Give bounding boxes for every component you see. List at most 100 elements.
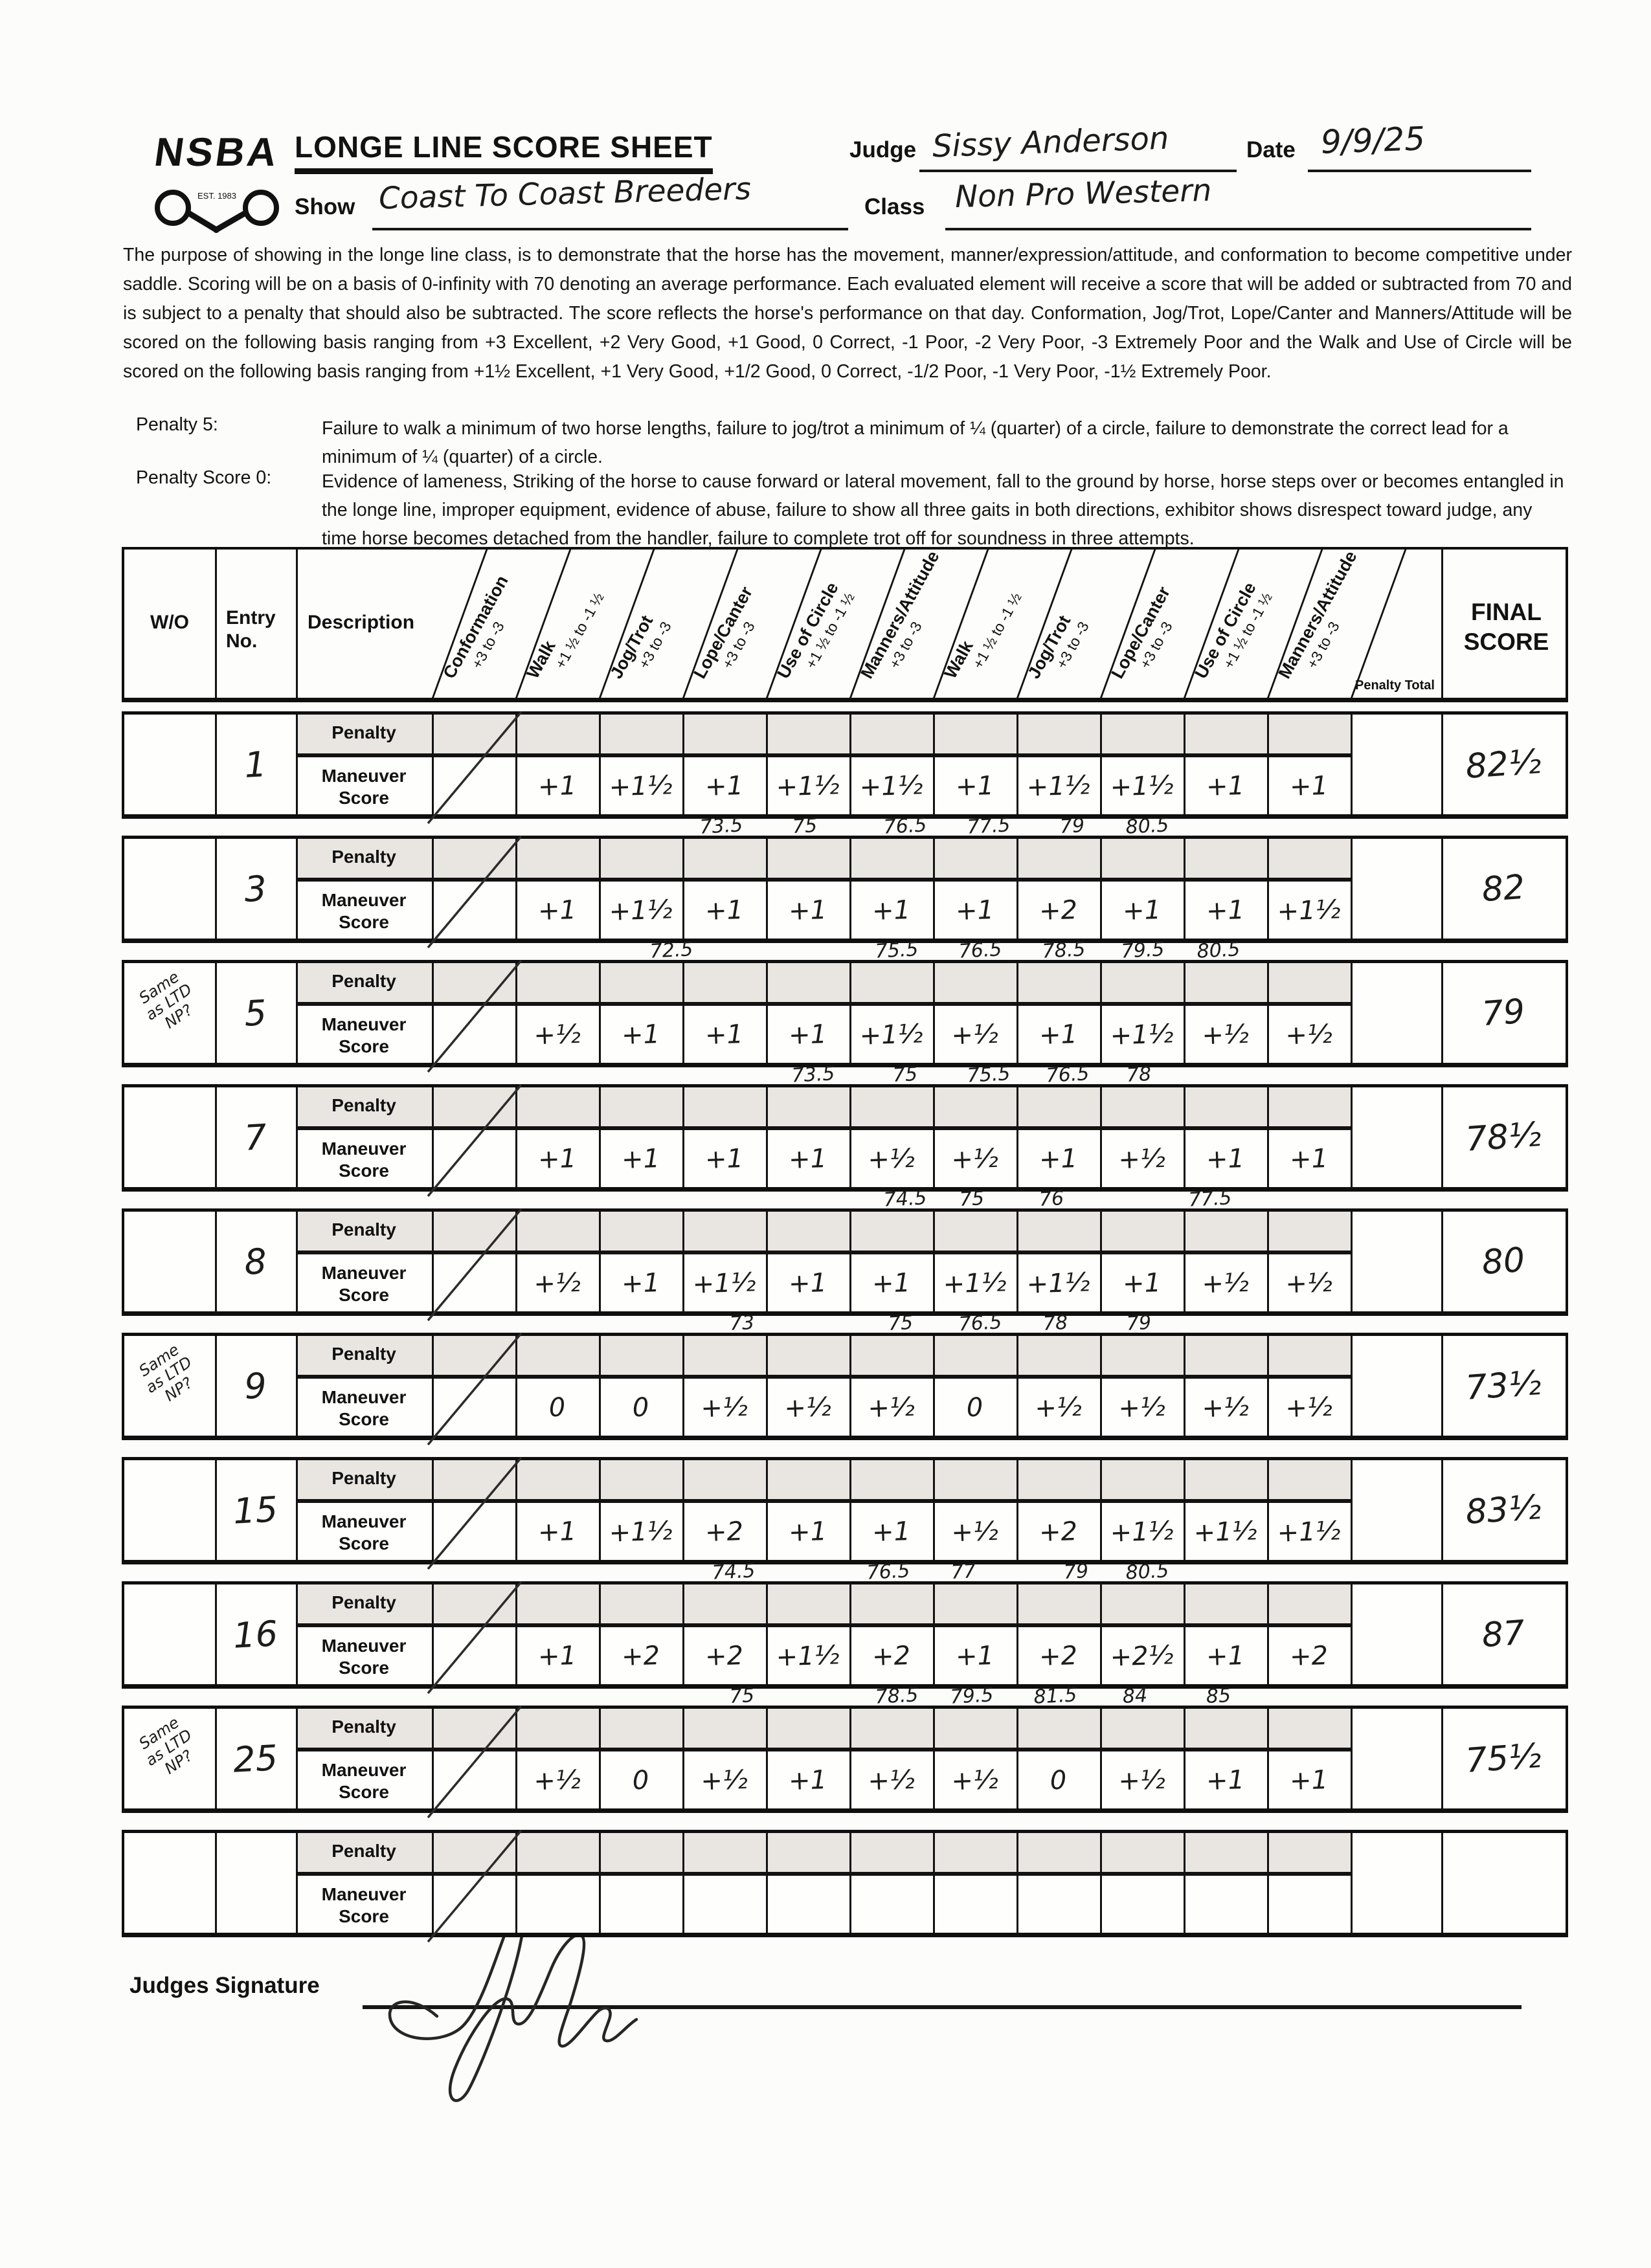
entry-number: 15 xyxy=(232,1488,279,1532)
maneuver-score-cell: +1½ xyxy=(691,1267,757,1300)
maneuver-score-cell: +½ xyxy=(1285,1019,1333,1051)
maneuver-score-cell: +1 xyxy=(1122,1267,1162,1300)
maneuver-score-cell: +½ xyxy=(867,1392,915,1424)
running-total: 80.5 xyxy=(1125,1559,1170,1584)
maneuver-score-cell: +1 xyxy=(1289,1143,1329,1175)
grid-line xyxy=(432,1833,434,1933)
conformation-slash xyxy=(427,1705,522,1819)
grid-line xyxy=(296,1336,298,1436)
maneuver-score-cell: +1½ xyxy=(1109,1019,1174,1051)
maneuver-score-cell: 0 xyxy=(548,1392,567,1423)
running-total: 84 xyxy=(1122,1684,1148,1708)
running-total: 79 xyxy=(1126,1311,1152,1335)
grid-line xyxy=(1267,1584,1269,1684)
grid-line xyxy=(599,1336,601,1436)
running-total: 80.5 xyxy=(1125,814,1170,839)
grid-line xyxy=(215,550,217,698)
grid-line xyxy=(1100,715,1102,814)
entry-number: 9 xyxy=(243,1364,268,1407)
grid-line xyxy=(296,1460,298,1560)
conformation-slash xyxy=(427,1456,522,1570)
maneuver-score-cell: +1 xyxy=(1039,1019,1078,1051)
column-header: Use of Circle +1 ½ to -1 ½ xyxy=(774,579,860,691)
penalty-total-cell xyxy=(1351,1087,1441,1187)
running-total: 74.5 xyxy=(882,1186,928,1212)
judge-value: Sissy Anderson xyxy=(932,120,1170,165)
penalty-divider-line xyxy=(296,1748,1351,1751)
maneuver-score-cell: +1 xyxy=(788,895,827,927)
grid-line xyxy=(1184,1833,1185,1933)
column-header: Walk +1 ½ to -1 ½ xyxy=(941,580,1026,691)
grid-line xyxy=(1100,1212,1102,1311)
judge-label: Judge xyxy=(849,137,917,162)
final-score-value: 80 xyxy=(1480,1240,1527,1283)
maneuver-score-cell: +½ xyxy=(1118,1143,1166,1175)
running-total: 72.5 xyxy=(649,938,694,963)
maneuver-score-cell: +1½ xyxy=(1276,1516,1342,1548)
grid-line xyxy=(432,1087,434,1187)
nsba-logo-text: NSBA xyxy=(152,130,282,175)
maneuver-score-cell: +1 xyxy=(1206,1640,1245,1673)
penalty-divider-line xyxy=(296,1375,1351,1379)
maneuver-score-cell: +1 xyxy=(621,1143,660,1175)
maneuver-score-cell: +1 xyxy=(788,1267,827,1300)
grid-line xyxy=(849,1212,851,1311)
maneuver-score-cell: +1 xyxy=(537,1516,577,1548)
penalty-divider-line xyxy=(296,1002,1351,1006)
running-total: 76 xyxy=(1039,1187,1064,1211)
entry-block: Penalty Maneuver Score 15 +1 +1½ +2 +1 +1 +½ +2 +1… xyxy=(122,1456,1568,1570)
grid-line xyxy=(432,839,434,939)
grid-line xyxy=(215,1087,217,1187)
grid-line xyxy=(933,839,935,939)
grid-line xyxy=(515,963,517,1063)
grid-line xyxy=(1441,1087,1443,1187)
running-total: 75 xyxy=(892,1063,918,1087)
judges-signature-label: Judges Signature xyxy=(129,1973,320,1998)
grid-line xyxy=(1441,1336,1443,1436)
grid-line xyxy=(1100,1709,1102,1808)
grid-line xyxy=(515,715,517,814)
maneuver-score-cell xyxy=(598,1874,683,1935)
maneuver-score-cell: +2 xyxy=(1039,1640,1078,1673)
penalty-divider-line xyxy=(296,753,1351,757)
running-total: 73.5 xyxy=(791,1062,836,1087)
maneuver-score-cell: 0 xyxy=(1049,1765,1068,1796)
maneuver-score-cell xyxy=(514,1874,600,1935)
grid-line xyxy=(296,963,298,1063)
margin-note: Same as LTD NP? xyxy=(135,1713,196,1778)
grid-line xyxy=(1184,1212,1185,1311)
running-total: 77.5 xyxy=(966,814,1011,839)
maneuver-score-cell: +1 xyxy=(704,895,744,927)
grid-line xyxy=(849,1087,851,1187)
grid-line xyxy=(1351,1833,1353,1933)
grid-line xyxy=(1351,1087,1353,1187)
grid-line xyxy=(599,1460,601,1560)
final-score-value: 83½ xyxy=(1464,1488,1543,1532)
running-total: 75.5 xyxy=(874,938,919,963)
show-value: Coast To Coast Breeders xyxy=(378,171,752,217)
maneuver-score-cell xyxy=(1099,1874,1184,1935)
column-header: Walk +1 ½ to -1 ½ xyxy=(523,580,609,691)
running-total: 79.5 xyxy=(1120,938,1165,963)
grid-line xyxy=(215,839,217,939)
maneuver-score-cell: +1½ xyxy=(608,895,673,927)
grid-line xyxy=(432,1336,434,1436)
grid-line xyxy=(215,1584,217,1684)
entry-block: Penalty Maneuver Score 3 +1 +1½ +1 +1 +1 +1 +2 +1 +… xyxy=(122,835,1568,949)
grid-line xyxy=(1100,839,1102,939)
entry-block: Penalty Maneuver Score 8 +½ +1 +1½ +1 +1 +1½ +1½ +… xyxy=(122,1208,1568,1322)
grid-line xyxy=(215,1709,217,1808)
maneuver-score-cell: +½ xyxy=(950,1764,999,1797)
maneuver-score-cell: +1 xyxy=(788,1143,827,1175)
grid-line xyxy=(1267,1833,1269,1933)
maneuver-score-cell: +1 xyxy=(621,1019,660,1051)
running-total: 75 xyxy=(888,1311,914,1335)
maneuver-score-cell: +1½ xyxy=(1109,1516,1174,1548)
conformation-slash xyxy=(427,1208,522,1322)
snaffle-bit-icon: EST. 1983 xyxy=(155,190,279,233)
grid-line xyxy=(1441,1212,1443,1311)
grid-line xyxy=(1267,963,1269,1063)
conformation-slash xyxy=(427,835,522,949)
grid-line xyxy=(766,1087,768,1187)
maneuver-score-cell: +½ xyxy=(533,1019,581,1051)
